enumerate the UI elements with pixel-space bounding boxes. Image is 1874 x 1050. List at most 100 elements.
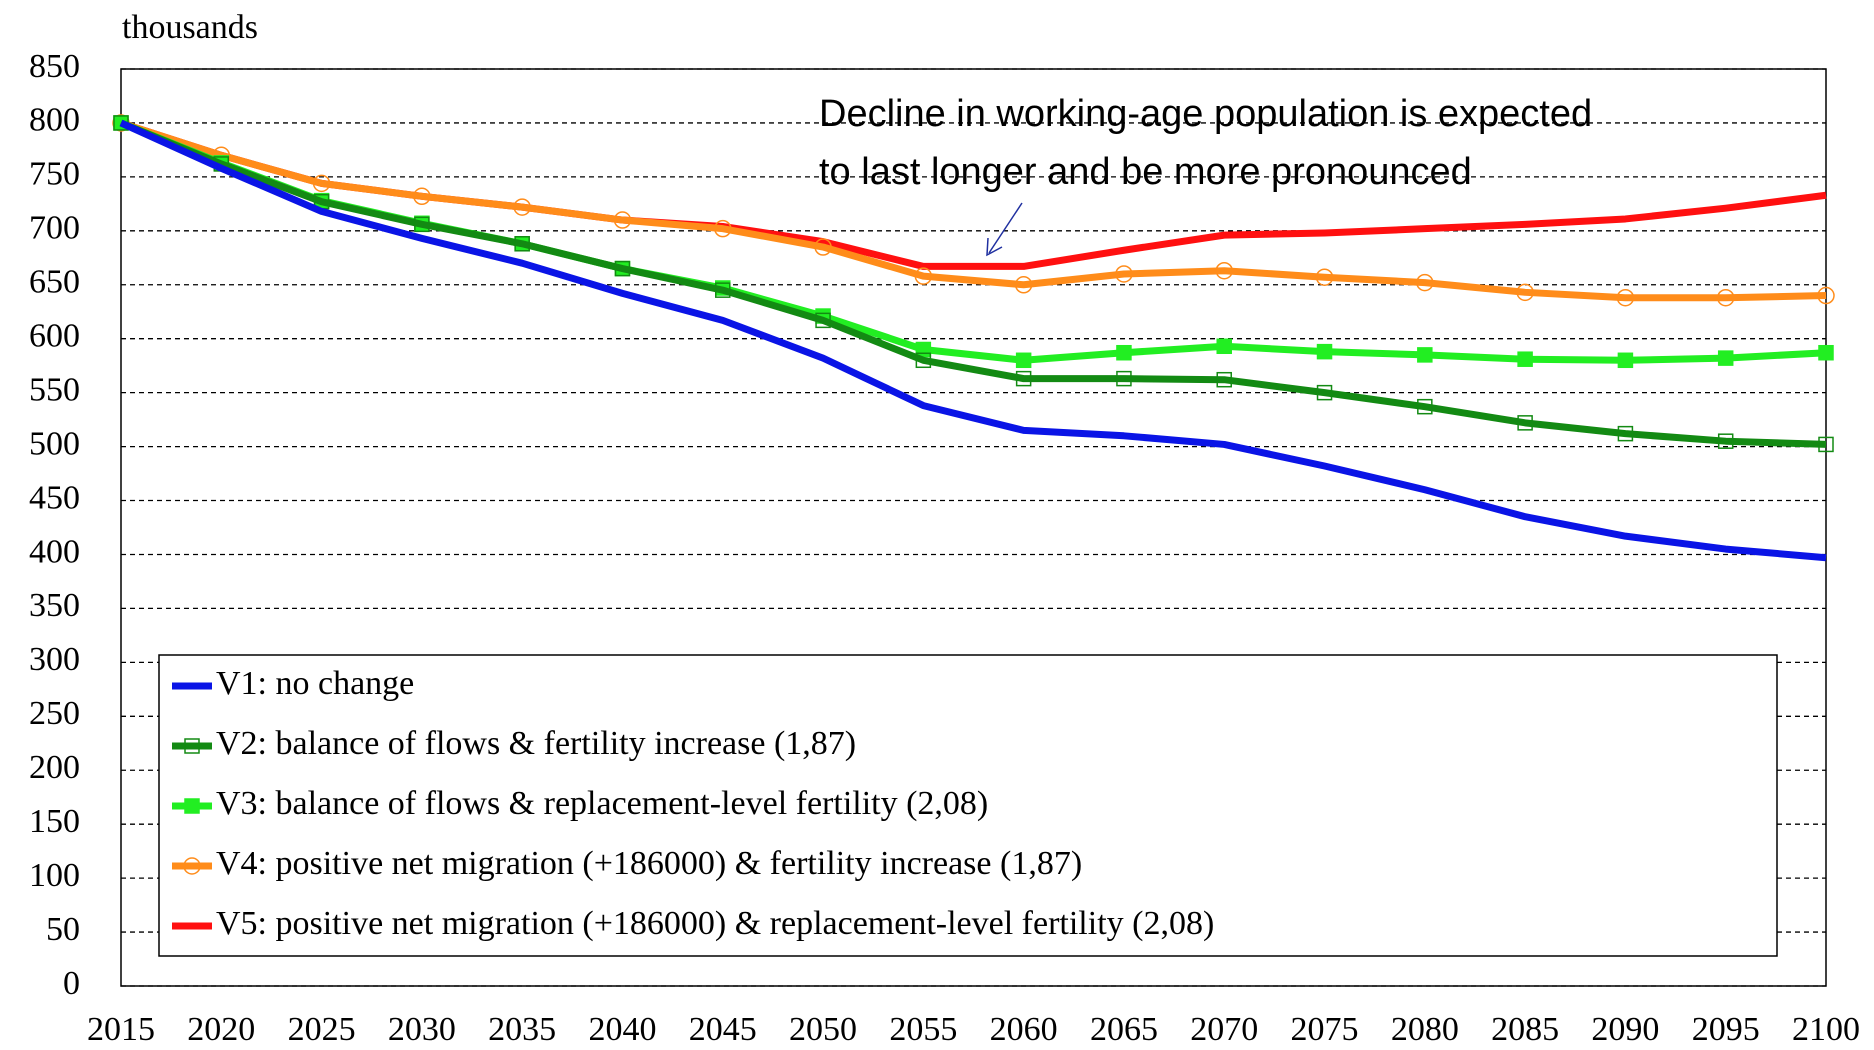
y-tick-label: 450 (29, 479, 80, 516)
marker (1416, 273, 1434, 292)
x-tick-label: 2090 (1591, 1011, 1659, 1048)
legend-box (158, 654, 1778, 957)
x-tick-label: 2030 (388, 1011, 456, 1048)
line (119, 119, 1827, 448)
marker (312, 174, 331, 193)
y-tick-label: 50 (46, 911, 80, 948)
line (119, 119, 1827, 302)
marker (1216, 371, 1232, 388)
marker (1316, 343, 1333, 360)
marker (815, 312, 831, 329)
marker (1717, 350, 1734, 366)
marker (814, 238, 832, 256)
series (119, 119, 1827, 562)
plot-frame (120, 68, 1827, 987)
legend-label: V1: no change (216, 665, 414, 702)
legend-label: V5: positive net migration (+186000) & r… (216, 905, 1214, 942)
marker (1116, 344, 1132, 361)
legend-marker (184, 738, 200, 754)
y-tick-label: 350 (29, 587, 80, 624)
legend-marker (184, 798, 200, 814)
marker (1316, 384, 1333, 401)
y-tick-label: 750 (29, 156, 80, 193)
y-tick-label: 650 (29, 264, 80, 301)
x-tick-label: 2065 (1090, 1011, 1158, 1048)
marker (514, 236, 530, 252)
annotation: to last longer and be more pronounced (819, 151, 1472, 193)
marker (715, 282, 731, 298)
x-tick-label: 2020 (187, 1011, 255, 1048)
series (112, 114, 1835, 307)
annotation: Decline in working-age population is exp… (819, 93, 1592, 135)
y-tick-label: 600 (29, 318, 80, 355)
y-tick-label: 0 (63, 965, 80, 1002)
marker (1616, 288, 1635, 307)
y-tick-label: 300 (29, 641, 80, 678)
marker (1115, 265, 1133, 283)
marker (1014, 276, 1033, 294)
legend-label: V4: positive net migration (+186000) & f… (216, 845, 1082, 882)
marker (1617, 425, 1634, 442)
legend-marker (183, 857, 201, 875)
marker (1015, 352, 1032, 369)
marker (1015, 370, 1032, 387)
x-tick-label: 2075 (1291, 1011, 1359, 1048)
series (113, 115, 1834, 453)
x-tick-label: 2095 (1692, 1011, 1760, 1048)
x-tick-label: 2050 (789, 1011, 857, 1048)
y-tick-label: 150 (29, 803, 80, 840)
marker (1818, 344, 1834, 361)
marker (915, 341, 932, 358)
marker (1116, 370, 1132, 387)
x-tick-label: 2035 (488, 1011, 556, 1048)
x-tick-label: 2015 (87, 1011, 155, 1048)
marker (714, 219, 732, 238)
marker (1818, 436, 1834, 453)
y-tick-label: 250 (29, 695, 80, 732)
marker (1315, 268, 1334, 286)
marker (1417, 347, 1433, 363)
marker (1417, 398, 1433, 415)
marker (613, 211, 632, 229)
y-tick-label: 400 (29, 533, 80, 570)
x-tick-label: 2025 (288, 1011, 356, 1048)
annotation-arrowhead (986, 237, 1003, 257)
marker (614, 260, 631, 277)
marker (414, 216, 430, 233)
series (119, 119, 1827, 270)
x-tick-label: 2085 (1491, 1011, 1559, 1048)
y-tick-label: 200 (29, 749, 80, 786)
x-tick-label: 2045 (689, 1011, 757, 1048)
marker (914, 267, 933, 285)
marker (1716, 288, 1735, 307)
x-tick-label: 2070 (1190, 1011, 1258, 1048)
x-tick-label: 2080 (1391, 1011, 1459, 1048)
y-tick-label: 100 (29, 857, 80, 894)
y-tick-label: 700 (29, 210, 80, 247)
x-tick-label: 2040 (588, 1011, 656, 1048)
x-tick-label: 2060 (990, 1011, 1058, 1048)
line (119, 119, 1827, 562)
marker (1215, 261, 1233, 280)
marker (1216, 338, 1232, 355)
line (119, 119, 1827, 270)
marker (1517, 415, 1533, 431)
annotation-arrow (988, 202, 1023, 254)
legend-label: V2: balance of flows & fertility increas… (216, 725, 856, 762)
marker (513, 198, 531, 216)
y-tick-label: 500 (29, 425, 80, 462)
marker (1717, 433, 1734, 449)
marker (915, 352, 932, 369)
x-tick-label: 2100 (1792, 1011, 1860, 1048)
marker (1617, 352, 1634, 369)
y-tick-label: 850 (29, 48, 80, 85)
x-tick-label: 2055 (889, 1011, 957, 1048)
y-axis-label: thousands (122, 9, 258, 46)
y-tick-label: 550 (29, 371, 80, 408)
marker (1817, 286, 1835, 305)
marker (1516, 283, 1534, 302)
legend-label: V3: balance of flows & replacement-level… (216, 785, 988, 822)
marker (413, 187, 431, 206)
marker (1517, 351, 1533, 367)
